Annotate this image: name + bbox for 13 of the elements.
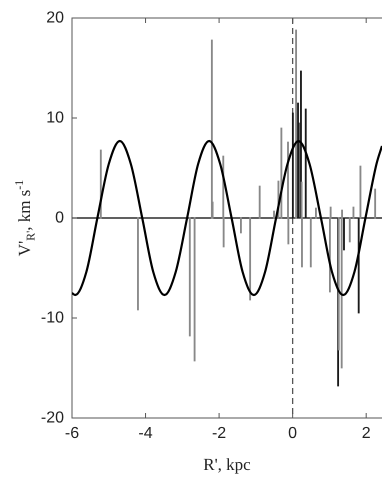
x-tick-label: -4 [138, 425, 153, 442]
line-series [72, 140, 382, 296]
x-tick-label: 2 [362, 425, 371, 442]
y-tick-label: 20 [46, 9, 64, 26]
y-tick-label: -10 [40, 309, 64, 326]
x-tick-label: 0 [288, 425, 298, 442]
y-tick-label: 10 [46, 109, 64, 126]
x-tick-label: -2 [212, 425, 226, 442]
x-axis-title: R', kpc [203, 455, 252, 474]
y-tick-label: 0 [55, 209, 64, 226]
y-axis-title: V'R', km s-1 [12, 180, 38, 256]
y-tick-label: -20 [40, 409, 64, 426]
x-tick-label: -6 [64, 425, 80, 442]
